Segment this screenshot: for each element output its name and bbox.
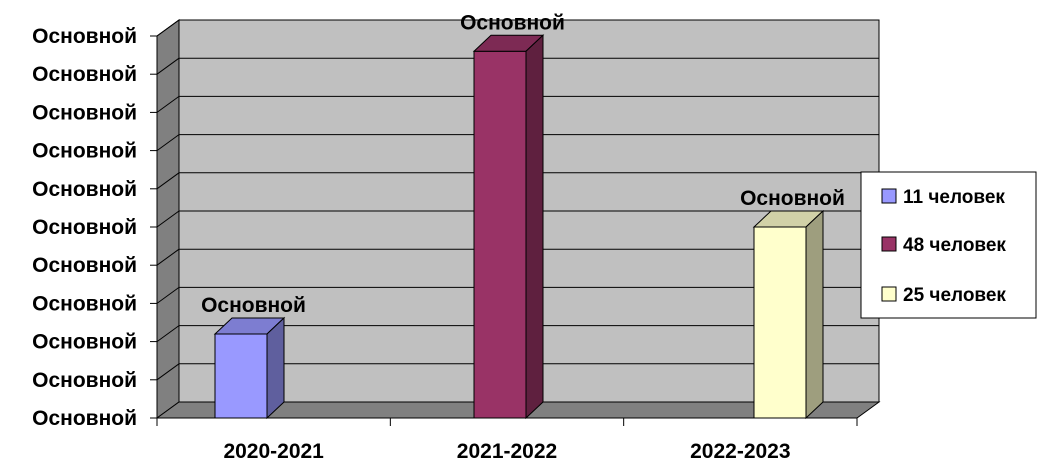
legend-entry: 48 человек <box>903 235 1006 256</box>
data-label: Основной <box>460 11 565 34</box>
data-label: Основной <box>201 294 306 317</box>
bar-front <box>753 226 807 419</box>
y-tick-label: Основной <box>32 140 137 163</box>
y-tick-label: Основной <box>32 292 137 315</box>
legend-swatch <box>881 188 897 204</box>
y-tick-label: Основной <box>32 254 137 277</box>
gridline-side <box>156 286 180 304</box>
data-label: Основной <box>740 187 845 210</box>
y-tick-label: Основной <box>32 178 137 201</box>
gridline-side <box>156 95 180 113</box>
gridline-side <box>156 19 180 37</box>
y-tick-label: Основной <box>32 63 137 86</box>
bar-side <box>805 209 824 420</box>
y-tick-labels: Основной Основной Основной Основной Основной… <box>32 25 137 430</box>
bar <box>472 34 545 420</box>
legend-entry: 25 человек <box>903 285 1006 306</box>
legend-swatch <box>881 286 897 302</box>
gridline-side <box>156 325 180 343</box>
bar-side <box>525 34 544 420</box>
y-tick-label: Основной <box>32 25 137 48</box>
bar <box>213 316 286 420</box>
y-tick-label: Основной <box>32 331 137 354</box>
legend-entry: 11 человек <box>903 187 1005 208</box>
bar-front <box>214 333 268 419</box>
bar <box>752 209 825 420</box>
x-tick-labels: 2020-2021 2021-2022 2022-2023 <box>223 440 790 463</box>
x-tick-label: 2021-2022 <box>457 440 557 463</box>
gridline-side <box>156 363 180 381</box>
gridline-side <box>156 172 180 190</box>
y-tick-label: Основной <box>32 216 137 239</box>
x-tick-label: 2022-2023 <box>690 440 790 463</box>
legend: 11 человек 48 человек 25 человек <box>860 171 1037 319</box>
gridline-side <box>156 210 180 228</box>
legend-swatch <box>881 236 897 252</box>
gridline-side <box>156 248 180 266</box>
gridline-side <box>156 57 180 75</box>
y-tick-label: Основной <box>32 407 137 430</box>
y-tick-label: Основной <box>32 369 137 392</box>
bars <box>213 34 825 420</box>
bar-front <box>473 50 527 419</box>
x-tick-label: 2020-2021 <box>223 440 324 463</box>
gridline-side <box>156 134 180 152</box>
bar-side <box>266 316 285 420</box>
data-labels: Основной Основной Основной <box>201 11 845 317</box>
y-tick-label: Основной <box>32 101 137 124</box>
